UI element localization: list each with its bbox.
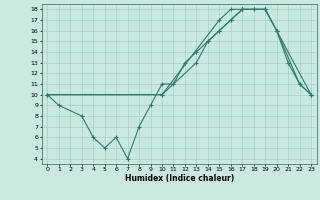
- X-axis label: Humidex (Indice chaleur): Humidex (Indice chaleur): [124, 174, 234, 183]
